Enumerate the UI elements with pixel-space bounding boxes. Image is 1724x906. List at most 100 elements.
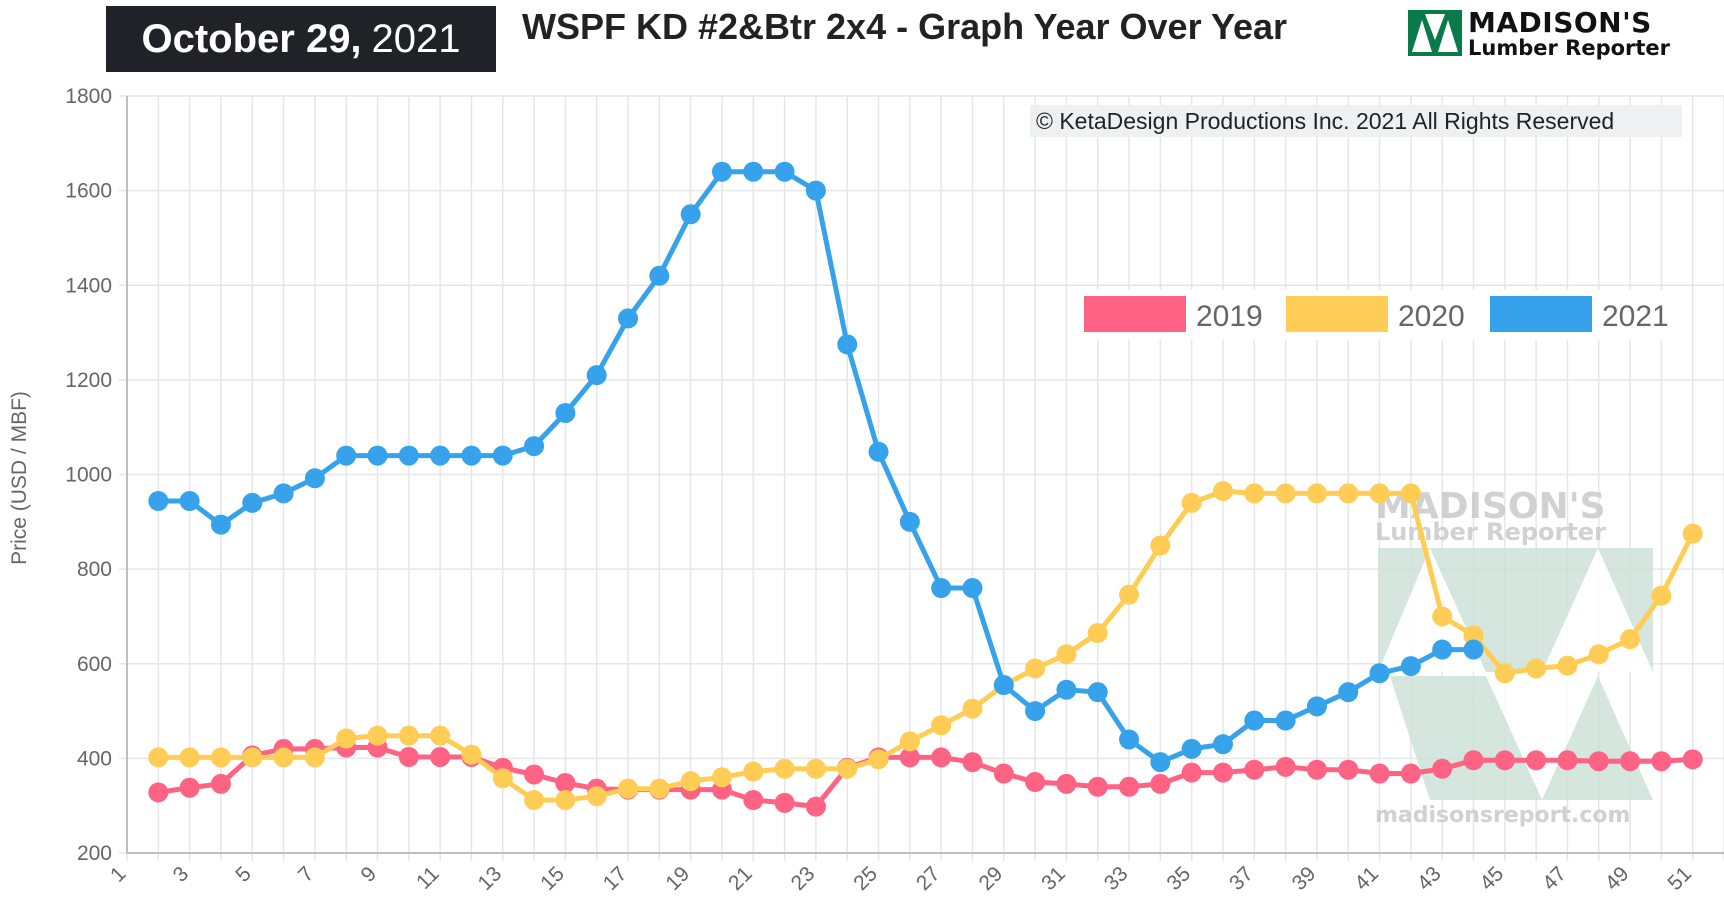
- data-point-2020[interactable]: [899, 731, 920, 752]
- data-point-2019[interactable]: [1494, 750, 1515, 771]
- data-point-2020[interactable]: [868, 749, 889, 770]
- data-point-2021[interactable]: [1306, 696, 1327, 717]
- data-point-2019[interactable]: [1369, 763, 1390, 784]
- data-point-2020[interactable]: [680, 771, 701, 792]
- data-point-2019[interactable]: [1244, 759, 1265, 780]
- data-point-2021[interactable]: [649, 265, 670, 286]
- data-point-2021[interactable]: [743, 161, 764, 182]
- data-point-2020[interactable]: [837, 758, 858, 779]
- data-point-2019[interactable]: [1620, 751, 1641, 772]
- data-point-2019[interactable]: [1651, 751, 1672, 772]
- data-point-2020[interactable]: [148, 747, 169, 768]
- data-point-2021[interactable]: [1244, 710, 1265, 731]
- data-point-2019[interactable]: [962, 752, 983, 773]
- data-point-2021[interactable]: [273, 483, 294, 504]
- data-point-2020[interactable]: [1212, 481, 1233, 502]
- data-point-2021[interactable]: [210, 514, 231, 535]
- data-point-2019[interactable]: [1306, 759, 1327, 780]
- data-point-2020[interactable]: [586, 786, 607, 807]
- data-point-2020[interactable]: [1557, 655, 1578, 676]
- data-point-2021[interactable]: [1338, 682, 1359, 703]
- data-point-2019[interactable]: [148, 782, 169, 803]
- data-point-2020[interactable]: [711, 767, 732, 788]
- data-point-2020[interactable]: [962, 698, 983, 719]
- data-point-2020[interactable]: [1087, 622, 1108, 643]
- data-point-2021[interactable]: [148, 490, 169, 511]
- data-point-2019[interactable]: [743, 790, 764, 811]
- data-point-2019[interactable]: [555, 772, 576, 793]
- data-point-2019[interactable]: [1400, 763, 1421, 784]
- data-point-2021[interactable]: [242, 492, 263, 513]
- data-point-2019[interactable]: [1025, 772, 1046, 793]
- data-point-2020[interactable]: [555, 790, 576, 811]
- data-point-2020[interactable]: [1306, 483, 1327, 504]
- data-point-2021[interactable]: [524, 436, 545, 457]
- data-point-2021[interactable]: [931, 578, 952, 599]
- data-point-2020[interactable]: [1150, 535, 1171, 556]
- data-point-2020[interactable]: [1620, 629, 1641, 650]
- data-point-2020[interactable]: [1400, 483, 1421, 504]
- data-point-2021[interactable]: [1369, 663, 1390, 684]
- data-point-2021[interactable]: [1087, 682, 1108, 703]
- data-point-2021[interactable]: [711, 161, 732, 182]
- data-point-2020[interactable]: [1244, 483, 1265, 504]
- data-point-2021[interactable]: [1432, 639, 1453, 660]
- data-point-2020[interactable]: [179, 747, 200, 768]
- data-point-2021[interactable]: [805, 180, 826, 201]
- data-point-2020[interactable]: [1181, 492, 1202, 513]
- data-point-2019[interactable]: [1338, 759, 1359, 780]
- data-point-2020[interactable]: [1526, 658, 1547, 679]
- data-point-2021[interactable]: [868, 441, 889, 462]
- data-point-2020[interactable]: [805, 758, 826, 779]
- data-point-2019[interactable]: [1432, 758, 1453, 779]
- data-point-2020[interactable]: [1588, 644, 1609, 665]
- data-point-2019[interactable]: [899, 747, 920, 768]
- data-point-2020[interactable]: [524, 790, 545, 811]
- data-point-2020[interactable]: [304, 747, 325, 768]
- data-point-2020[interactable]: [774, 758, 795, 779]
- data-point-2020[interactable]: [1463, 625, 1484, 646]
- data-point-2021[interactable]: [367, 445, 388, 466]
- data-point-2021[interactable]: [1400, 656, 1421, 677]
- data-point-2019[interactable]: [1087, 776, 1108, 797]
- data-point-2021[interactable]: [461, 445, 482, 466]
- data-point-2020[interactable]: [1025, 658, 1046, 679]
- data-point-2019[interactable]: [774, 792, 795, 813]
- data-point-2020[interactable]: [1275, 483, 1296, 504]
- data-point-2019[interactable]: [1526, 750, 1547, 771]
- data-point-2019[interactable]: [1275, 756, 1296, 777]
- data-point-2019[interactable]: [1682, 749, 1703, 770]
- data-point-2020[interactable]: [1432, 606, 1453, 627]
- data-point-2021[interactable]: [1212, 734, 1233, 755]
- data-point-2021[interactable]: [336, 445, 357, 466]
- data-point-2019[interactable]: [430, 746, 451, 767]
- data-point-2019[interactable]: [931, 747, 952, 768]
- data-point-2021[interactable]: [962, 578, 983, 599]
- data-point-2020[interactable]: [931, 715, 952, 736]
- data-point-2020[interactable]: [492, 768, 513, 789]
- data-point-2019[interactable]: [179, 777, 200, 798]
- data-point-2020[interactable]: [273, 747, 294, 768]
- data-point-2019[interactable]: [524, 764, 545, 785]
- data-point-2019[interactable]: [1557, 750, 1578, 771]
- data-point-2021[interactable]: [1463, 639, 1484, 660]
- data-point-2021[interactable]: [1275, 710, 1296, 731]
- data-point-2019[interactable]: [1212, 762, 1233, 783]
- data-point-2021[interactable]: [680, 204, 701, 225]
- data-point-2020[interactable]: [1338, 483, 1359, 504]
- data-point-2020[interactable]: [649, 778, 670, 799]
- data-point-2021[interactable]: [1181, 738, 1202, 759]
- data-point-2020[interactable]: [618, 778, 639, 799]
- data-point-2019[interactable]: [1150, 773, 1171, 794]
- data-point-2021[interactable]: [618, 308, 639, 329]
- data-point-2021[interactable]: [1056, 679, 1077, 700]
- data-point-2020[interactable]: [210, 747, 231, 768]
- data-point-2019[interactable]: [993, 763, 1014, 784]
- data-point-2021[interactable]: [1025, 701, 1046, 722]
- data-point-2020[interactable]: [1369, 483, 1390, 504]
- data-point-2021[interactable]: [1119, 729, 1140, 750]
- data-point-2019[interactable]: [210, 773, 231, 794]
- data-point-2021[interactable]: [430, 445, 451, 466]
- data-point-2021[interactable]: [586, 365, 607, 386]
- data-point-2021[interactable]: [774, 161, 795, 182]
